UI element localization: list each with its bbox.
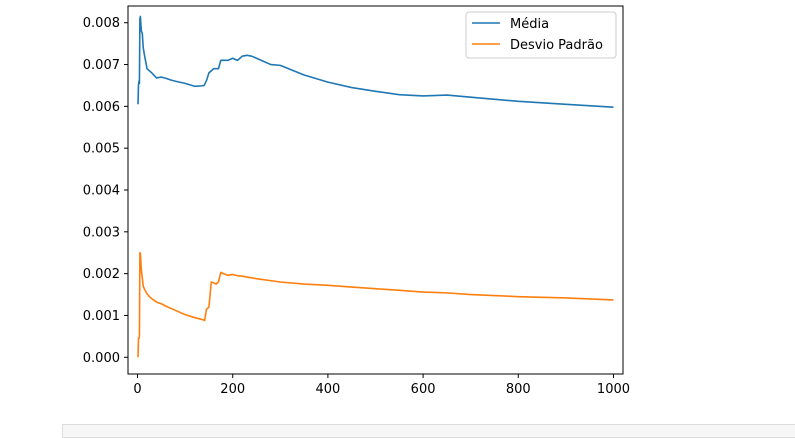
x-tick-label: 0 (133, 382, 141, 397)
ticks-layer: 0 200 400 600 800 1000 0.000 0.001 0.002 0.003 0.0… (83, 16, 630, 397)
x-tick-label: 200 (220, 382, 245, 397)
y-tick-label: 0.005 (83, 142, 120, 157)
y-tick-label: 0.006 (83, 100, 120, 115)
y-tick-label: 0.001 (83, 309, 120, 324)
x-tick-label: 600 (411, 382, 436, 397)
series-line-desvio-padrao (137, 251, 614, 358)
y-tick-label: 0.008 (83, 16, 120, 31)
legend-label-media: Média (510, 17, 549, 32)
y-tick-label: 0.004 (83, 184, 120, 199)
y-tick-label: 0.007 (83, 58, 120, 73)
x-tick-label: 1000 (597, 382, 630, 397)
x-tick-label: 800 (506, 382, 531, 397)
x-tick-label: 400 (315, 382, 340, 397)
series-line-media (137, 15, 614, 108)
legend: Média Desvio Padrão (465, 11, 617, 59)
y-tick-label: 0.000 (83, 351, 120, 366)
legend-box (465, 11, 617, 59)
series-layer (137, 15, 614, 358)
y-tick-label: 0.003 (83, 225, 120, 240)
bottom-panel (62, 424, 795, 438)
y-tick-label: 0.002 (83, 267, 120, 282)
legend-label-desvio: Desvio Padrão (510, 38, 603, 53)
